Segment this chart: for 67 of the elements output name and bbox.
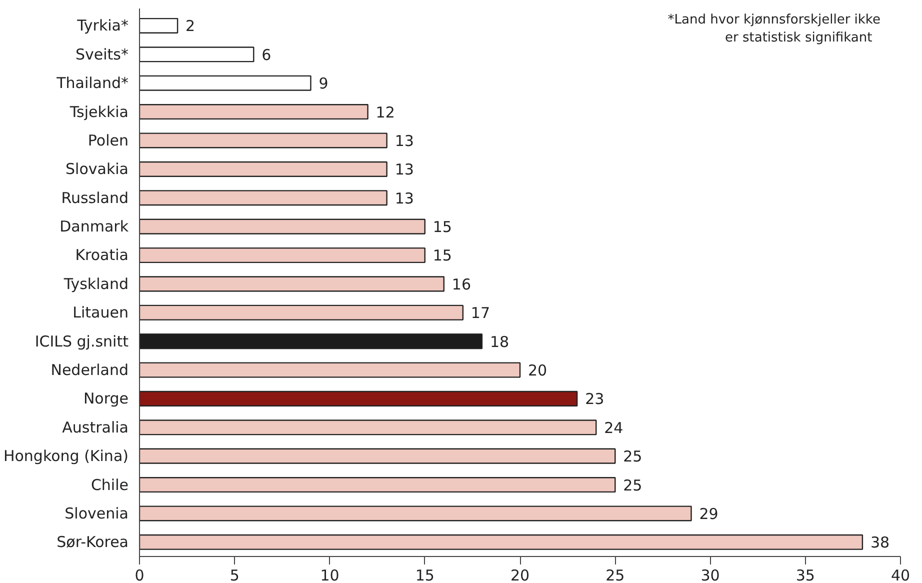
data-label: 25 <box>623 448 642 466</box>
bar <box>140 390 578 406</box>
y-tick-label: Slovenia <box>64 504 129 522</box>
bar <box>140 506 692 522</box>
bar <box>140 477 616 493</box>
bar <box>140 448 616 464</box>
data-label: 18 <box>490 332 510 351</box>
bar <box>140 334 483 350</box>
data-label: 16 <box>452 275 471 294</box>
data-label: 25 <box>623 476 642 494</box>
y-tick-label: Hongkong (Kina) <box>3 447 129 466</box>
y-tick-label: Nederland <box>50 361 129 380</box>
bar <box>140 132 388 148</box>
data-label: 13 <box>394 189 414 208</box>
bar <box>140 161 388 177</box>
y-tick-label: Russland <box>61 188 129 207</box>
y-tick-label: Slovakia <box>66 160 129 178</box>
bar <box>140 304 464 320</box>
y-tick-label: Litauen <box>72 304 129 322</box>
bar <box>140 420 597 436</box>
x-tick-label: 25 <box>606 566 625 583</box>
data-label: 38 <box>870 534 890 552</box>
x-tick-label: 20 <box>510 566 530 583</box>
y-tick-label: Sør-Korea <box>56 533 128 552</box>
x-tick-label: 35 <box>796 566 815 583</box>
bar <box>140 104 368 120</box>
bar <box>140 534 864 550</box>
y-tick-label: Thailand* <box>56 74 129 92</box>
y-tick-label: Tsjekkia <box>68 102 128 121</box>
bar <box>140 218 426 234</box>
data-label: 23 <box>585 390 604 408</box>
data-label: 12 <box>376 103 395 122</box>
y-tick-label: Chile <box>90 476 129 494</box>
data-label: 15 <box>432 246 452 265</box>
y-tick-label: Australia <box>62 418 129 436</box>
x-tick-label: 40 <box>890 566 910 583</box>
data-label: 15 <box>432 218 452 236</box>
y-tick-label: Tyrkia* <box>76 16 129 35</box>
data-label: 17 <box>470 304 490 322</box>
x-tick-label: 0 <box>134 566 144 583</box>
y-tick-label: Polen <box>88 131 129 150</box>
bar <box>140 75 312 91</box>
x-tick-label: 15 <box>415 566 434 583</box>
data-label: 9 <box>318 74 328 93</box>
bar <box>140 276 444 292</box>
bar <box>140 362 521 378</box>
bar <box>140 18 178 34</box>
bar <box>140 247 426 264</box>
y-tick-label: Kroatia <box>75 246 129 264</box>
x-tick-label: 5 <box>230 566 240 583</box>
bar <box>140 46 254 62</box>
data-label: 13 <box>394 132 414 150</box>
y-tick-label: Norge <box>83 390 129 408</box>
annotation: *Land hvor kjønnsforskjeller ikke er statistisk signifikant <box>668 12 881 46</box>
y-tick-label: Tyskland <box>62 274 128 293</box>
data-label: 20 <box>528 362 548 380</box>
y-tick-label: Danmark <box>60 218 129 236</box>
data-label: 29 <box>699 504 718 523</box>
x-tick-label: 30 <box>700 566 720 583</box>
x-tick-label: 10 <box>320 566 340 583</box>
y-tick-label: Sveits* <box>76 45 129 64</box>
bar <box>140 190 388 206</box>
y-tick-label: ICILS gj.snitt <box>34 332 129 350</box>
data-label: 6 <box>262 46 272 64</box>
data-label: 13 <box>394 160 414 179</box>
data-label: 2 <box>186 17 196 36</box>
data-label: 24 <box>604 418 624 437</box>
